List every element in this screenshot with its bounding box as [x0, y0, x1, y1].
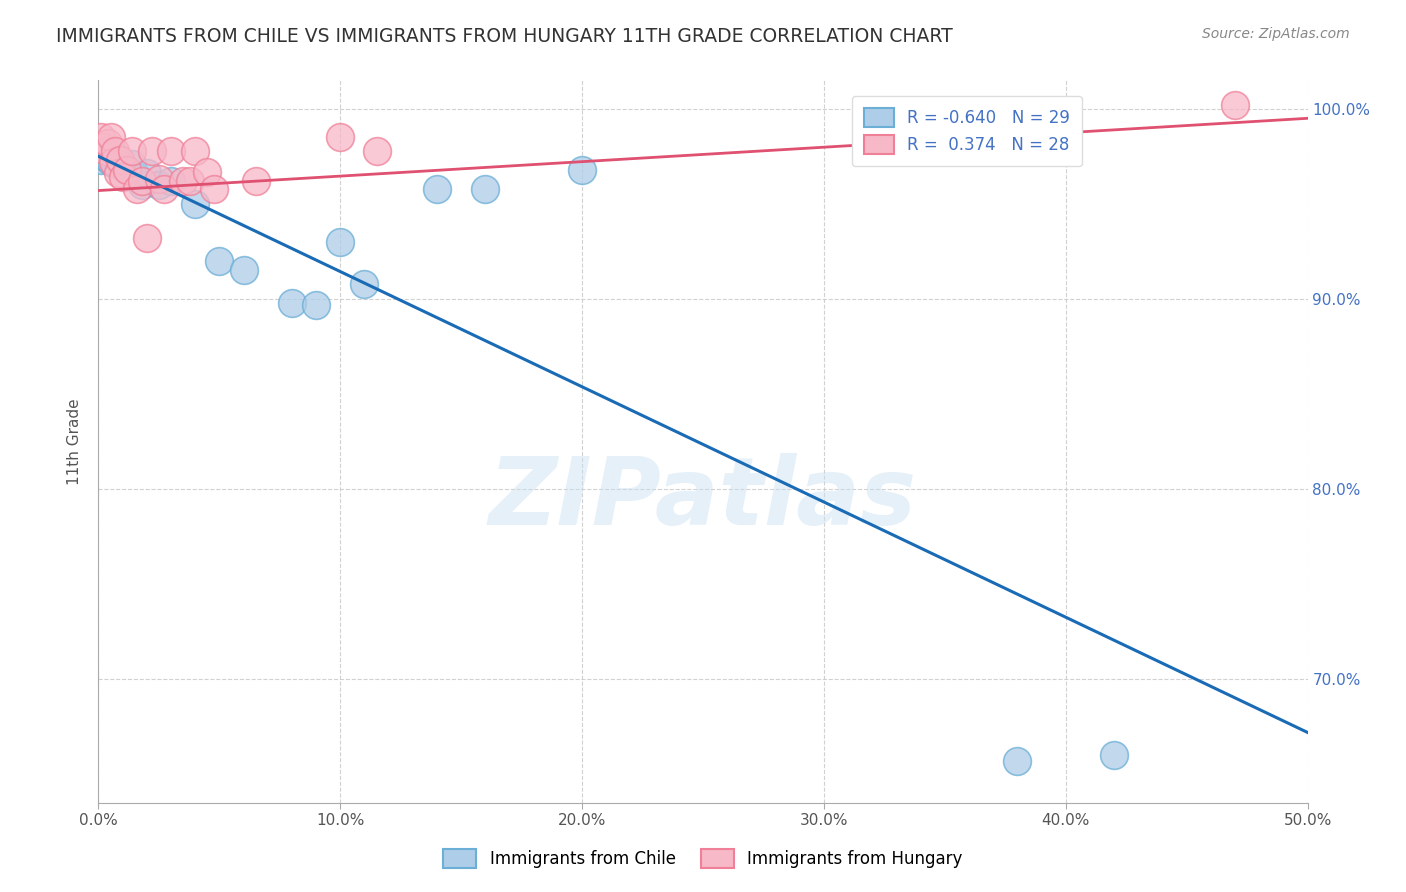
Point	[101, 147, 124, 161]
Point	[474, 181, 496, 195]
Point	[135, 231, 157, 245]
Point	[107, 151, 129, 165]
Point	[160, 144, 183, 158]
Legend: R = -0.640   N = 29, R =  0.374   N = 28: R = -0.640 N = 29, R = 0.374 N = 28	[852, 95, 1081, 166]
Point	[127, 170, 149, 185]
Point	[204, 181, 226, 195]
Point	[329, 235, 352, 249]
Text: IMMIGRANTS FROM CHILE VS IMMIGRANTS FROM HUNGARY 11TH GRADE CORRELATION CHART: IMMIGRANTS FROM CHILE VS IMMIGRANTS FROM…	[56, 27, 953, 45]
Point	[104, 157, 127, 171]
Point	[91, 149, 114, 163]
Point	[101, 155, 124, 169]
Point	[97, 151, 120, 165]
Point	[108, 153, 131, 168]
Point	[353, 277, 375, 291]
Point	[94, 144, 117, 158]
Point	[127, 181, 149, 195]
Point	[305, 298, 328, 312]
Point	[91, 140, 114, 154]
Point	[90, 130, 112, 145]
Point	[152, 181, 174, 195]
Point	[97, 136, 120, 150]
Point	[208, 253, 231, 268]
Point	[1007, 754, 1029, 768]
Point	[141, 144, 163, 158]
Point	[179, 174, 201, 188]
Point	[1223, 98, 1246, 112]
Point	[111, 170, 134, 185]
Point	[121, 157, 143, 171]
Point	[117, 162, 139, 177]
Point	[94, 144, 117, 158]
Point	[131, 174, 153, 188]
Point	[121, 144, 143, 158]
Point	[172, 174, 194, 188]
Point	[1102, 748, 1125, 763]
Point	[232, 263, 254, 277]
Point	[571, 162, 593, 177]
Point	[131, 178, 153, 192]
Point	[100, 155, 122, 169]
Point	[160, 174, 183, 188]
Point	[107, 166, 129, 180]
Point	[117, 162, 139, 177]
Point	[281, 295, 304, 310]
Point	[90, 153, 112, 168]
Legend: Immigrants from Chile, Immigrants from Hungary: Immigrants from Chile, Immigrants from H…	[436, 842, 970, 875]
Point	[329, 130, 352, 145]
Point	[184, 144, 207, 158]
Point	[184, 197, 207, 211]
Point	[426, 181, 449, 195]
Point	[111, 159, 134, 173]
Point	[366, 144, 388, 158]
Point	[104, 144, 127, 158]
Point	[108, 153, 131, 168]
Point	[148, 172, 170, 186]
Point	[148, 178, 170, 192]
Point	[245, 174, 267, 188]
Y-axis label: 11th Grade: 11th Grade	[67, 398, 83, 485]
Point	[195, 164, 218, 178]
Point	[100, 130, 122, 145]
Point	[135, 166, 157, 180]
Text: ZIPatlas: ZIPatlas	[489, 453, 917, 545]
Text: Source: ZipAtlas.com: Source: ZipAtlas.com	[1202, 27, 1350, 41]
